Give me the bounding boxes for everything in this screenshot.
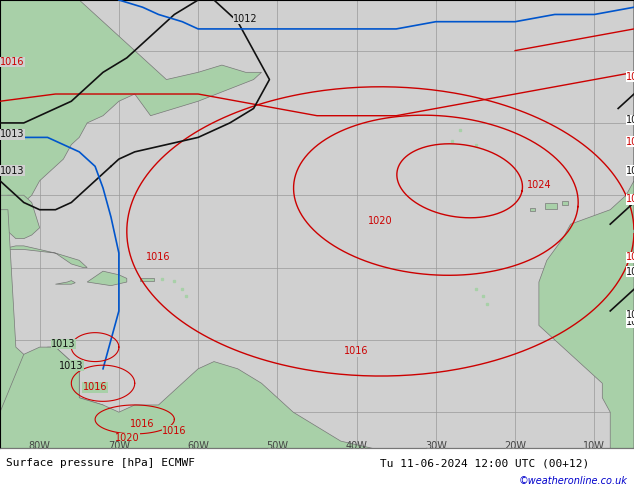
Text: 20W: 20W — [504, 441, 526, 451]
Text: 1013: 1013 — [626, 252, 634, 262]
Text: 1016: 1016 — [146, 252, 171, 262]
Text: 1013: 1013 — [626, 310, 634, 320]
Text: 1013: 1013 — [59, 361, 84, 371]
Text: 1013: 1013 — [626, 166, 634, 175]
Text: 1018: 1018 — [626, 195, 634, 204]
Polygon shape — [0, 0, 261, 202]
Text: 40W: 40W — [346, 441, 368, 451]
Text: 50W: 50W — [266, 441, 288, 451]
Text: ©weatheronline.co.uk: ©weatheronline.co.uk — [519, 476, 628, 486]
Text: 30W: 30W — [425, 441, 447, 451]
Polygon shape — [0, 347, 396, 448]
Text: 60W: 60W — [187, 441, 209, 451]
Polygon shape — [140, 278, 153, 281]
Text: 1013: 1013 — [626, 267, 634, 277]
Text: 1016: 1016 — [83, 383, 107, 392]
Text: 70W: 70W — [108, 441, 130, 451]
Text: 1013: 1013 — [0, 166, 25, 175]
Text: 1013: 1013 — [0, 129, 25, 139]
Text: 1013: 1013 — [626, 318, 634, 327]
Polygon shape — [530, 208, 535, 211]
Polygon shape — [545, 203, 557, 209]
Text: 1016: 1016 — [0, 57, 25, 67]
Polygon shape — [87, 271, 127, 286]
Text: 10W: 10W — [583, 441, 605, 451]
Polygon shape — [562, 201, 568, 205]
Text: 1012: 1012 — [626, 115, 634, 125]
Polygon shape — [0, 0, 103, 448]
Text: 1012: 1012 — [233, 14, 258, 24]
Text: 1020: 1020 — [115, 433, 139, 443]
Polygon shape — [55, 281, 75, 284]
Text: Tu 11-06-2024 12:00 UTC (00+12): Tu 11-06-2024 12:00 UTC (00+12) — [380, 458, 590, 468]
Text: 1020: 1020 — [368, 216, 392, 226]
Text: 1016: 1016 — [626, 137, 634, 147]
Polygon shape — [539, 0, 634, 448]
Polygon shape — [0, 195, 39, 239]
Text: 1020: 1020 — [626, 72, 634, 81]
Text: 1024: 1024 — [527, 180, 551, 190]
Text: 1016: 1016 — [162, 426, 186, 436]
Polygon shape — [0, 246, 87, 268]
Text: 1013: 1013 — [51, 339, 75, 349]
Text: 1016: 1016 — [131, 418, 155, 429]
Text: 80W: 80W — [29, 441, 51, 451]
Text: Surface pressure [hPa] ECMWF: Surface pressure [hPa] ECMWF — [6, 458, 195, 468]
Text: 1016: 1016 — [344, 346, 369, 356]
